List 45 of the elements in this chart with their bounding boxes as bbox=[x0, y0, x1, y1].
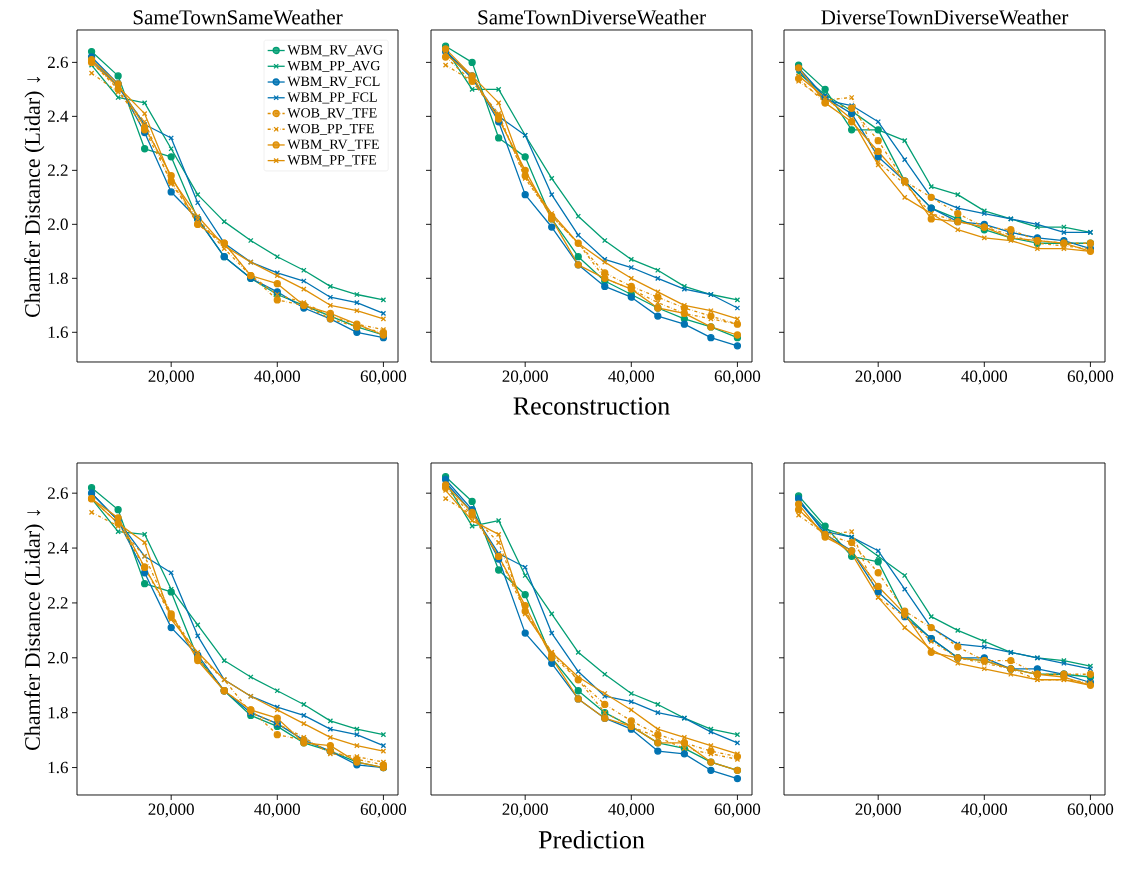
y-tick-label: 2.6 bbox=[47, 56, 68, 69]
legend-label: WBM_RV_TFE bbox=[287, 139, 379, 151]
x-tick-label: 20,000 bbox=[502, 370, 548, 385]
chart-title: SameTownDiverseWeather bbox=[478, 9, 706, 25]
x-tick-label: 20,000 bbox=[502, 803, 548, 818]
y-tick-label: 2.4 bbox=[47, 110, 69, 123]
y-tick-label: 1.6 bbox=[48, 326, 68, 339]
x-tick-label: 20,000 bbox=[148, 803, 194, 818]
y-tick-label: 1.8 bbox=[48, 706, 68, 719]
x-tick-label: 60,000 bbox=[1067, 370, 1114, 385]
legend-label: WBM_PP_TFE bbox=[287, 155, 377, 167]
y-tick-label: 2.0 bbox=[47, 652, 68, 664]
y-tick-label: 2.6 bbox=[47, 487, 68, 499]
y-axis-title: Chamfer Distance (Lidar) ↓ bbox=[24, 77, 45, 317]
chart-title: DiverseTownDiverseWeather bbox=[821, 9, 1069, 25]
x-tick-label: 20,000 bbox=[855, 803, 901, 818]
x-tick-label: 60,000 bbox=[714, 803, 761, 818]
x-axis-title: Reconstruction bbox=[513, 397, 670, 415]
x-tick-label: 40,000 bbox=[961, 370, 1008, 385]
y-tick-label: 2.4 bbox=[47, 542, 69, 554]
x-tick-label: 40,000 bbox=[961, 803, 1008, 818]
legend-label: WOB_RV_TFE bbox=[287, 108, 377, 120]
x-tick-label: 20,000 bbox=[855, 370, 901, 385]
legend-label: WBM_RV_AVG bbox=[287, 45, 383, 57]
y-tick-label: 1.6 bbox=[48, 761, 68, 774]
x-tick-label: 60,000 bbox=[714, 370, 761, 385]
x-axis-title: Prediction bbox=[538, 830, 645, 849]
y-tick-label: 2.2 bbox=[47, 597, 68, 609]
y-tick-label: 1.8 bbox=[48, 272, 68, 285]
legend-label: WBM_PP_AVG bbox=[287, 60, 380, 72]
x-tick-label: 20,000 bbox=[148, 370, 194, 385]
legend-label: WBM_PP_FCL bbox=[287, 92, 377, 104]
x-tick-label: 60,000 bbox=[360, 370, 407, 385]
y-tick-label: 2.0 bbox=[47, 218, 68, 231]
chart-title: SameTownSameWeather bbox=[133, 9, 343, 25]
y-tick-label: 2.2 bbox=[47, 164, 68, 177]
x-tick-label: 40,000 bbox=[608, 370, 655, 385]
legend-label: WOB_PP_TFE bbox=[287, 123, 374, 135]
legend-label: WBM_RV_FCL bbox=[287, 76, 380, 88]
x-tick-label: 60,000 bbox=[1067, 803, 1114, 818]
x-tick-label: 40,000 bbox=[254, 803, 301, 818]
x-tick-label: 40,000 bbox=[254, 370, 301, 385]
x-tick-label: 40,000 bbox=[608, 803, 655, 818]
x-tick-label: 60,000 bbox=[360, 803, 407, 818]
y-axis-title: Chamfer Distance (Lidar) ↓ bbox=[24, 510, 45, 750]
